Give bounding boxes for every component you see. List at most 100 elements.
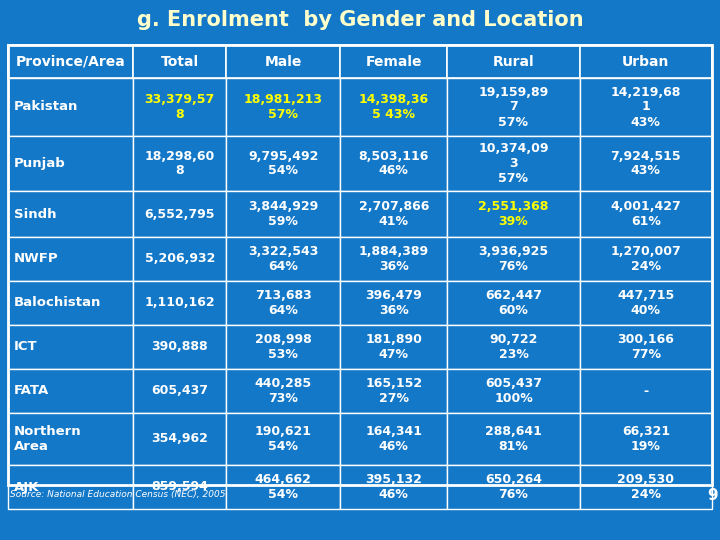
Bar [133,136,226,191]
Text: 354,962: 354,962 [151,433,208,446]
Text: 181,890
47%: 181,890 47% [365,333,422,361]
Bar [447,78,580,136]
Text: 10,374,09
3
57%: 10,374,09 3 57% [478,142,549,185]
Bar [447,325,580,369]
Text: 6,552,795: 6,552,795 [145,207,215,220]
Text: 390,888: 390,888 [151,341,208,354]
Bar [341,191,447,237]
Text: 90,722
23%: 90,722 23% [490,333,538,361]
Bar [8,281,133,325]
Text: 19,159,89
7
57%: 19,159,89 7 57% [478,85,549,129]
Bar [133,45,226,78]
Bar [447,45,580,78]
Text: 14,219,68
1
43%: 14,219,68 1 43% [611,85,681,129]
Bar [133,78,226,136]
Text: NWFP: NWFP [14,253,58,266]
Bar [226,369,341,413]
Bar [226,237,341,281]
Bar [226,45,341,78]
Bar [8,369,133,413]
Text: ICT: ICT [14,341,37,354]
Text: 8,503,116
46%: 8,503,116 46% [359,150,429,178]
Bar [447,237,580,281]
Text: 859,594: 859,594 [151,481,208,494]
Text: 18,298,60
8: 18,298,60 8 [145,150,215,178]
Bar [341,325,447,369]
Bar [580,136,712,191]
Bar [341,465,447,509]
Text: Urban: Urban [622,55,670,69]
Bar [226,136,341,191]
Text: 208,998
53%: 208,998 53% [255,333,312,361]
Text: 33,379,57
8: 33,379,57 8 [145,93,215,121]
Text: Pakistan: Pakistan [14,100,78,113]
Bar [341,136,447,191]
Bar [226,413,341,465]
Bar [580,325,712,369]
Text: Balochistan: Balochistan [14,296,102,309]
Bar [580,45,712,78]
Bar [447,413,580,465]
Bar [341,369,447,413]
Bar [226,281,341,325]
Bar [226,78,341,136]
Text: 1,884,389
36%: 1,884,389 36% [359,245,429,273]
Bar [226,191,341,237]
Bar [133,413,226,465]
Bar [8,325,133,369]
Bar [580,281,712,325]
Text: 9: 9 [707,488,718,503]
Text: 713,683
64%: 713,683 64% [255,289,312,317]
Bar [341,45,447,78]
Bar [226,465,341,509]
Bar [8,45,133,78]
Text: 605,437: 605,437 [151,384,208,397]
Text: 3,844,929
59%: 3,844,929 59% [248,200,318,228]
Text: 165,152
27%: 165,152 27% [365,377,423,405]
Bar [8,191,133,237]
Bar [341,413,447,465]
Bar [133,369,226,413]
Bar [133,465,226,509]
Text: Northern
Area: Northern Area [14,425,81,453]
Bar [447,281,580,325]
Text: 288,641
81%: 288,641 81% [485,425,542,453]
Bar [8,45,712,485]
Bar [226,325,341,369]
Bar [8,237,133,281]
Text: g. Enrolment  by Gender and Location: g. Enrolment by Gender and Location [137,10,583,30]
Text: 2,551,368
39%: 2,551,368 39% [478,200,549,228]
Bar [580,413,712,465]
Text: Total: Total [161,55,199,69]
Bar [580,465,712,509]
Bar [341,281,447,325]
Bar [580,369,712,413]
Bar [447,191,580,237]
Bar [580,237,712,281]
Text: 7,924,515
43%: 7,924,515 43% [611,150,681,178]
Bar [8,413,133,465]
Text: 650,264
76%: 650,264 76% [485,473,542,501]
Text: 396,479
36%: 396,479 36% [366,289,422,317]
Text: AJK: AJK [14,481,40,494]
Text: 300,166
77%: 300,166 77% [617,333,674,361]
Bar [580,191,712,237]
Text: 1,110,162: 1,110,162 [145,296,215,309]
Bar [133,191,226,237]
Text: 18,981,213
57%: 18,981,213 57% [244,93,323,121]
Text: 5,206,932: 5,206,932 [145,253,215,266]
Text: Punjab: Punjab [14,157,66,170]
Text: Source: National Education Census (NEC), 2005: Source: National Education Census (NEC),… [10,490,225,500]
Text: 3,936,925
76%: 3,936,925 76% [478,245,549,273]
Bar [8,78,133,136]
Bar [341,78,447,136]
Text: Female: Female [366,55,422,69]
Text: 447,715
40%: 447,715 40% [617,289,675,317]
Text: 395,132
46%: 395,132 46% [365,473,422,501]
Text: 3,322,543
64%: 3,322,543 64% [248,245,318,273]
Text: 1,270,007
24%: 1,270,007 24% [611,245,681,273]
Text: 66,321
19%: 66,321 19% [622,425,670,453]
Text: 190,621
54%: 190,621 54% [255,425,312,453]
Bar [447,465,580,509]
Text: 440,285
73%: 440,285 73% [255,377,312,405]
